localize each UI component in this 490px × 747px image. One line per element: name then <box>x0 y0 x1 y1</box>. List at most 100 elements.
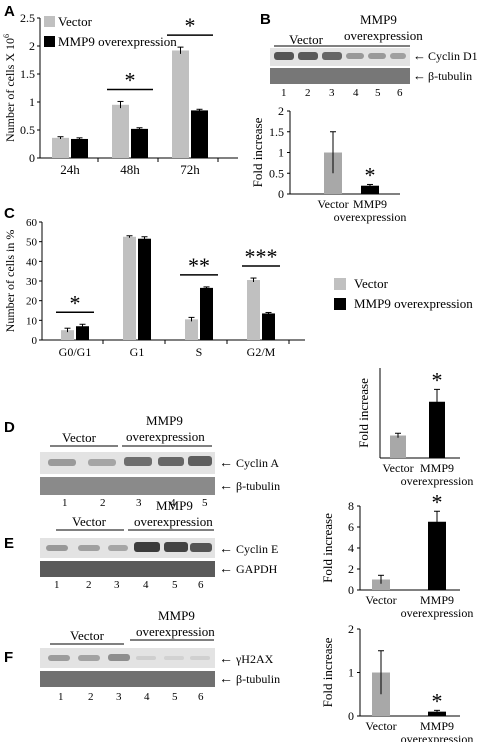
bar-mmp9-24h <box>71 138 88 158</box>
y-tick-label: 2 <box>29 39 35 53</box>
x-tick-label: 24h <box>60 162 80 177</box>
blot-e-lane-6: 6 <box>198 579 204 591</box>
blot-f-arrow2: ← <box>219 672 233 687</box>
blot-f-label1: γH2AX <box>235 652 274 666</box>
bar-vector-g2m <box>247 280 260 340</box>
blot-e-band2 <box>78 545 100 551</box>
legend-swatch-vector <box>44 16 55 27</box>
blot-f-band6 <box>190 656 210 660</box>
blot-b-lane-6: 6 <box>397 87 403 99</box>
bar-vector-72h <box>172 50 189 159</box>
y-tick-label: 4 <box>348 541 354 555</box>
legend-swatch-mmp9 <box>334 298 346 310</box>
bar-mmp9 <box>361 185 379 194</box>
x-tick-label: S <box>196 345 203 359</box>
blot-b-band5 <box>368 53 386 59</box>
blot-f-group1: Vector <box>70 628 105 643</box>
y-tick-label: 2 <box>278 104 284 118</box>
y-axis-label: Fold increase <box>250 117 265 187</box>
blot-e-band4 <box>134 542 160 552</box>
blot-f-label2: β-tubulin <box>236 672 280 686</box>
y-tick-label: 0 <box>348 709 354 723</box>
x-tick-label-line2: overexpression <box>401 732 474 742</box>
significance-star: ** <box>188 253 210 278</box>
blot-b-lane-4: 4 <box>353 87 359 99</box>
blot-b-membrane-bottom <box>270 68 410 84</box>
chart-a-cell-growth: 0 0.5 1 1.5 2 2.5 24h 48h 72h * * Number of cells X… <box>2 11 238 177</box>
x-tick-label: MMP9 <box>353 197 387 211</box>
bar-mmp9-48h <box>131 128 148 158</box>
blot-b-band1 <box>274 52 294 60</box>
significance-star: *** <box>245 244 278 269</box>
blot-b-band4 <box>346 53 364 59</box>
significance-star: * <box>432 367 443 392</box>
x-tick-label-line2: overexpression <box>401 474 474 488</box>
blot-f-lane-4: 4 <box>144 691 150 703</box>
blot-f-lane-3: 3 <box>116 691 122 703</box>
y-tick-label: 1 <box>278 146 284 160</box>
y-axis-label: Number of cells X 106 <box>2 34 17 142</box>
y-tick-label: 30 <box>26 276 38 288</box>
blot-e-lane-3: 3 <box>114 579 120 591</box>
blot-d-group2-line1: MMP9 <box>146 413 183 428</box>
panel-letter-a: A <box>4 3 15 20</box>
x-tick-label: MMP9 <box>420 461 454 475</box>
bar-vector-48h <box>112 104 129 158</box>
y-tick-label: 50 <box>26 237 38 249</box>
chart-b-cyclin-d1-quant: Fold increase 0 0.5 1 1.5 2 Vector MMP9overexpr… <box>250 104 406 224</box>
y-axis-label: Fold increase <box>320 513 335 583</box>
blot-d-band3 <box>124 457 152 466</box>
blot-d-group2-line2: overexpression <box>126 429 205 444</box>
blot-e-group2-line1: MMP9 <box>156 498 193 513</box>
panel-letter-d: D <box>4 419 15 436</box>
x-tick-label: MMP9 <box>420 593 454 607</box>
x-tick-label-line2: overexpression <box>401 606 474 620</box>
y-tick-label: 0.5 <box>20 123 35 137</box>
x-tick-label: Vector <box>365 719 396 733</box>
y-tick-label: 1.5 <box>269 125 284 139</box>
blot-e-lane-5: 5 <box>172 579 178 591</box>
y-axis-label: Number of cells in % <box>3 230 17 333</box>
blot-e-band3 <box>108 545 128 551</box>
blot-d-group1: Vector <box>62 430 97 445</box>
blot-b-band2 <box>298 52 318 60</box>
blot-e-group1: Vector <box>72 514 107 529</box>
blot-f-membrane-bottom <box>40 671 215 687</box>
y-tick-label: 0 <box>32 335 38 347</box>
blot-d-lane-3: 3 <box>136 497 142 509</box>
blot-f-group2-line1: MMP9 <box>158 608 195 623</box>
blot-b-band3 <box>322 52 342 60</box>
significance-star: * <box>125 67 136 92</box>
blot-f-band1 <box>48 655 70 661</box>
blot-b-label1: Cyclin D1 <box>428 49 478 63</box>
blot-b-group2-line2: overexpression <box>344 28 423 43</box>
y-tick-label: 2 <box>348 622 354 636</box>
blot-d-label1: Cyclin A <box>236 456 279 470</box>
blot-f-lane-6: 6 <box>198 691 204 703</box>
bar-mmp9-g1 <box>138 238 151 340</box>
bar-mmp9 <box>429 401 445 458</box>
x-tick-label: Vector <box>382 461 413 475</box>
panel-letter-b: B <box>260 11 271 28</box>
blot-f: Vector MMP9 overexpression ← γH2AX ← β-t… <box>40 608 280 703</box>
blot-d-band1 <box>48 459 76 466</box>
bar-mmp9-g2m <box>262 313 275 340</box>
blot-d-label2: β-tubulin <box>236 479 280 493</box>
blot-f-group2-line2: overexpression <box>136 624 215 639</box>
y-tick-label: 8 <box>348 499 354 513</box>
blot-d-band4 <box>158 457 184 466</box>
y-tick-label: 1 <box>29 95 35 109</box>
bar-mmp9-s <box>200 287 213 340</box>
panel-letter-c: C <box>4 205 15 222</box>
x-tick-label: MMP9 <box>420 719 454 733</box>
blot-e-group2-line2: overexpression <box>134 514 213 529</box>
significance-star: * <box>432 489 443 514</box>
blot-e-lane-2: 2 <box>86 579 92 591</box>
x-tick-label: Vector <box>317 197 348 211</box>
legend-label-vector: Vector <box>354 276 389 291</box>
blot-d-membrane-bottom <box>40 477 215 495</box>
bar-mmp9 <box>428 521 446 590</box>
